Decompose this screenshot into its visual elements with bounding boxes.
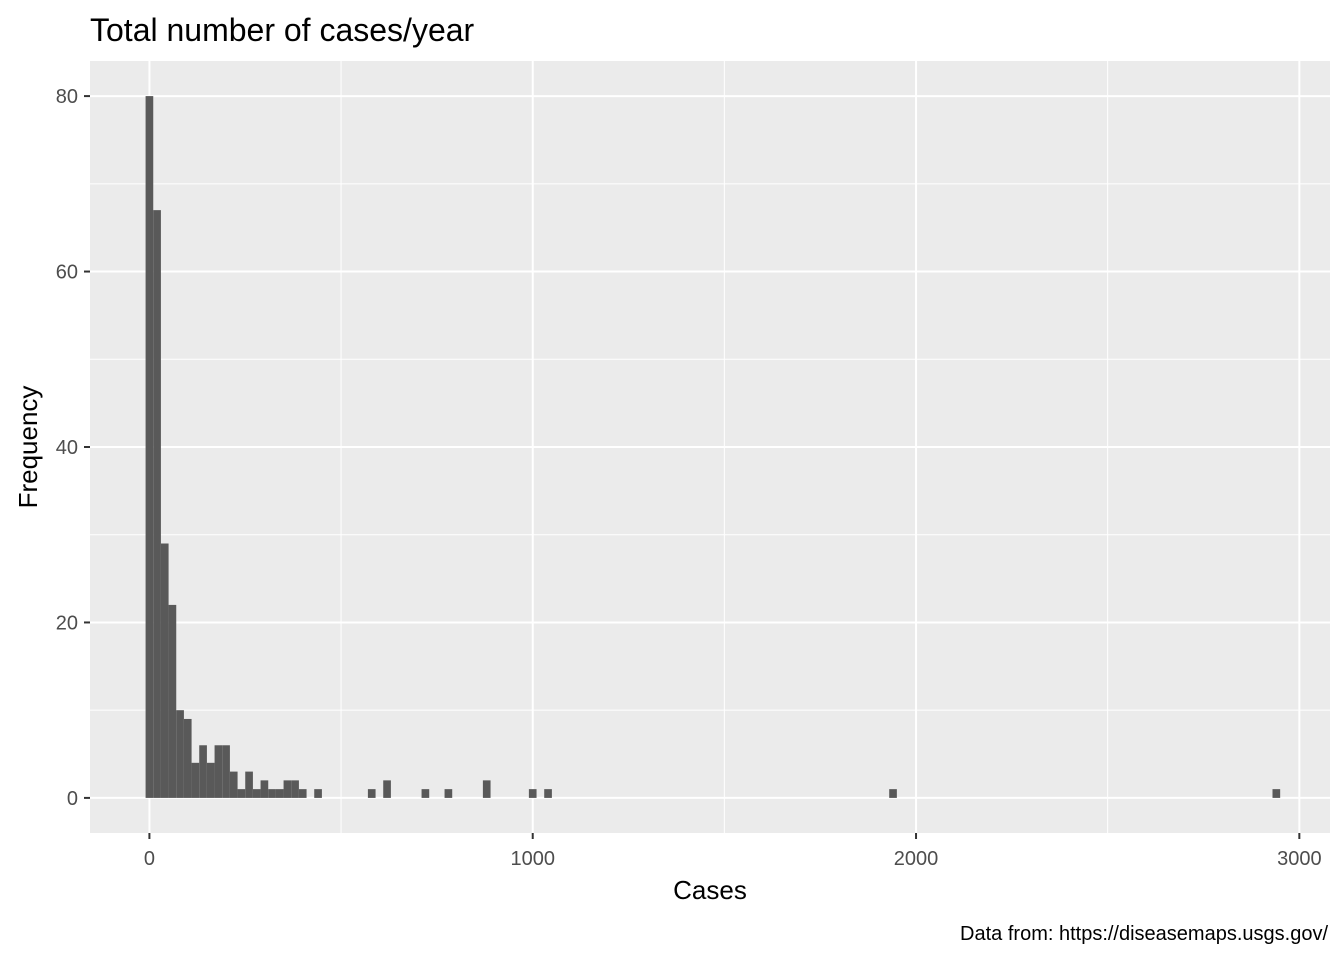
histogram-bar	[168, 604, 177, 798]
y-axis: 0 20 40 60 80	[56, 86, 90, 810]
x-tick-label: 2000	[894, 848, 939, 870]
histogram-bar	[153, 210, 161, 798]
histogram-bar	[199, 745, 207, 798]
histogram-bars	[145, 96, 1281, 798]
chart-caption: Data from: https://diseasemaps.usgs.gov/	[960, 923, 1328, 945]
histogram-bar	[222, 745, 230, 798]
histogram-bar	[1272, 789, 1281, 798]
x-tick-label: 3000	[1277, 848, 1322, 870]
x-tick-label: 0	[144, 848, 155, 870]
histogram-bar	[252, 789, 261, 798]
histogram-bar	[444, 789, 453, 798]
y-tick-label: 0	[67, 788, 78, 810]
histogram-bar	[260, 780, 269, 798]
histogram-bar	[544, 789, 552, 798]
histogram-bar	[482, 780, 491, 798]
histogram-bar	[183, 718, 192, 798]
x-tick-label: 1000	[510, 848, 555, 870]
y-tick-label: 60	[56, 262, 78, 284]
histogram-bar	[367, 789, 376, 798]
histogram-bar	[383, 780, 391, 798]
histogram-bar	[176, 710, 184, 798]
histogram-bar	[145, 96, 154, 798]
histogram-bar	[283, 780, 292, 798]
histogram-bar	[160, 543, 169, 798]
histogram-bar	[214, 745, 223, 798]
histogram-bar	[268, 789, 276, 798]
histogram-bar	[298, 789, 307, 798]
histogram-bar	[206, 762, 215, 798]
histogram-bar	[245, 771, 253, 798]
histogram-bar	[889, 789, 897, 798]
x-axis: 0 1000 2000 3000	[144, 833, 1322, 870]
histogram-bar	[237, 789, 246, 798]
histogram-bar	[229, 771, 238, 798]
histogram-bar	[314, 789, 322, 798]
x-axis-title: Cases	[673, 875, 747, 905]
chart-title: Total number of cases/year	[90, 12, 475, 48]
y-axis-title: Frequency	[13, 386, 43, 509]
y-tick-label: 20	[56, 612, 78, 634]
y-tick-label: 80	[56, 86, 78, 108]
histogram-bar	[291, 780, 299, 798]
y-tick-label: 40	[56, 437, 78, 459]
histogram-bar	[275, 789, 284, 798]
histogram-bar	[191, 762, 200, 798]
histogram-bar	[421, 789, 430, 798]
histogram-bar	[528, 789, 537, 798]
